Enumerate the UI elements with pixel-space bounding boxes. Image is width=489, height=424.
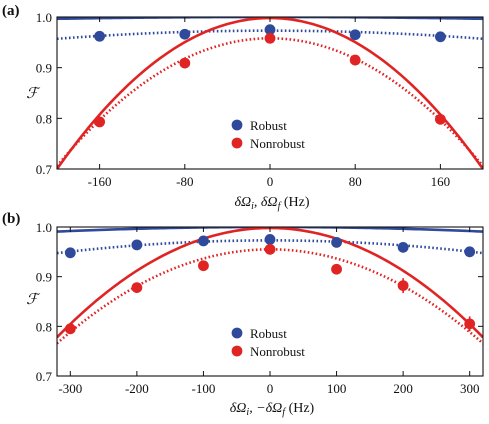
y-tick-label: 0.9 — [36, 270, 52, 285]
panel-label: (b) — [2, 211, 20, 227]
nonrobust-point — [397, 280, 409, 292]
nonrobust-point — [464, 318, 476, 330]
nonrobust-point — [131, 282, 143, 293]
robust-solid-curve — [57, 227, 483, 233]
y-axis-label: ℱ — [26, 292, 41, 308]
x-axis-label-subscript: f — [278, 201, 282, 212]
nonrobust-legend-marker — [231, 137, 243, 149]
panel-label: (a) — [2, 3, 20, 19]
robust-point — [264, 24, 276, 36]
x-axis-label-subscript: f — [282, 407, 286, 418]
x-axis-label-part: , δΩ — [254, 195, 278, 210]
x-axis-label: δΩi, −δΩf (Hz) — [230, 401, 315, 418]
x-axis-label: δΩi, δΩf (Hz) — [235, 195, 310, 212]
x-tick-label: 200 — [393, 381, 413, 396]
x-axis-label-part: , −δΩ — [249, 401, 282, 416]
robust-point — [94, 30, 105, 42]
x-axis-label-subscript: i — [246, 407, 249, 418]
x-tick-label: -80 — [176, 174, 193, 189]
x-tick-label: 0 — [267, 381, 274, 396]
y-tick-label: 1.0 — [36, 220, 52, 235]
nonrobust-point — [264, 243, 276, 255]
x-tick-label: 100 — [327, 381, 347, 396]
robust-point — [397, 241, 409, 253]
nonrobust-legend-label: Nonrobust — [250, 136, 305, 151]
y-tick-label: 0.8 — [36, 319, 52, 334]
nonrobust-dotted-curve — [57, 248, 483, 345]
nonrobust-point — [349, 54, 361, 66]
robust-legend-label: Robust — [250, 118, 287, 133]
robust-point — [64, 247, 76, 259]
x-axis-label-part: δΩ — [230, 401, 247, 416]
y-tick-label: 0.7 — [36, 369, 53, 384]
x-axis-label-part: δΩ — [235, 195, 252, 210]
y-tick-label: 0.7 — [36, 162, 53, 177]
y-axis-label: ℱ — [26, 86, 41, 102]
y-tick-label: 1.0 — [36, 10, 52, 25]
nonrobust-point — [64, 323, 76, 335]
nonrobust-point — [94, 116, 105, 128]
y-tick-label: 0.8 — [36, 111, 52, 126]
robust-point — [264, 234, 276, 245]
robust-point — [131, 239, 143, 251]
robust-point — [331, 236, 342, 248]
robust-solid-curve — [57, 17, 483, 21]
robust-point — [464, 246, 476, 258]
x-tick-label: -200 — [125, 381, 149, 396]
x-tick-label: -100 — [192, 381, 216, 396]
robust-point — [349, 29, 361, 41]
x-axis-label-part: (Hz) — [285, 401, 314, 416]
robust-point — [435, 31, 446, 43]
x-axis-label-part: (Hz) — [280, 195, 309, 210]
nonrobust-legend-label: Nonrobust — [250, 344, 305, 359]
x-axis-label-subscript: i — [251, 201, 254, 212]
nonrobust-point — [264, 32, 276, 44]
x-tick-label: 80 — [349, 174, 362, 189]
nonrobust-legend-marker — [231, 345, 243, 357]
robust-legend-marker — [231, 119, 243, 131]
nonrobust-point — [179, 57, 191, 69]
y-tick-label: 0.9 — [36, 61, 52, 76]
chart-panel-b: -300 -200 -100 0 100 200 300 0.7 0.8 0.9 1.0 (b) ℱδΩ… — [2, 211, 484, 418]
x-tick-label: 300 — [460, 381, 480, 396]
nonrobust-point — [331, 263, 342, 275]
robust-point — [198, 235, 209, 247]
x-tick-label: -300 — [58, 381, 82, 396]
nonrobust-point — [198, 260, 209, 272]
robust-legend-label: Robust — [250, 326, 287, 341]
x-tick-label: 160 — [431, 174, 451, 189]
robust-legend-marker — [231, 327, 243, 339]
x-tick-label: -160 — [88, 174, 112, 189]
robust-point — [179, 28, 191, 40]
x-tick-label: 0 — [267, 174, 274, 189]
nonrobust-point — [435, 113, 446, 125]
